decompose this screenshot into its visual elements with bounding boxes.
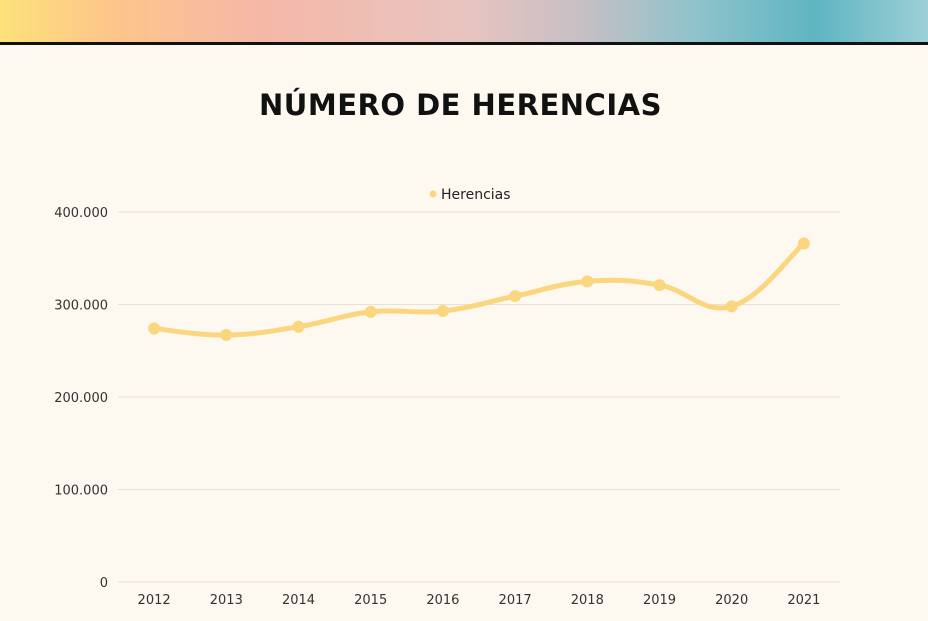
data-point bbox=[581, 275, 594, 288]
data-point bbox=[509, 290, 522, 303]
x-tick-label: 2012 bbox=[138, 593, 171, 608]
y-tick-label: 0 bbox=[100, 576, 108, 591]
x-tick-label: 2021 bbox=[787, 593, 820, 608]
x-tick-label: 2020 bbox=[715, 593, 748, 608]
data-point bbox=[653, 279, 666, 292]
x-tick-label: 2016 bbox=[426, 593, 459, 608]
data-point bbox=[436, 304, 449, 317]
x-tick-label: 2019 bbox=[643, 593, 676, 608]
data-point bbox=[148, 322, 161, 335]
data-point bbox=[220, 329, 233, 342]
x-tick-label: 2018 bbox=[571, 593, 604, 608]
x-tick-label: 2014 bbox=[282, 593, 315, 608]
decorative-gradient-banner bbox=[0, 0, 928, 45]
data-point bbox=[364, 305, 377, 318]
y-tick-label: 200.000 bbox=[54, 391, 108, 406]
data-point bbox=[797, 237, 810, 250]
data-point bbox=[292, 320, 305, 333]
x-tick-label: 2013 bbox=[210, 593, 243, 608]
y-tick-label: 400.000 bbox=[54, 206, 108, 221]
legend-marker bbox=[429, 190, 437, 198]
legend-label: Herencias bbox=[441, 187, 511, 203]
series-line bbox=[151, 240, 807, 338]
x-tick-label: 2015 bbox=[354, 593, 387, 608]
y-tick-label: 300.000 bbox=[54, 299, 108, 314]
data-point bbox=[725, 300, 738, 313]
x-tick-label: 2017 bbox=[499, 593, 532, 608]
y-tick-label: 100.000 bbox=[54, 484, 108, 499]
chart-title: NÚMERO DE HERENCIAS bbox=[259, 88, 662, 122]
